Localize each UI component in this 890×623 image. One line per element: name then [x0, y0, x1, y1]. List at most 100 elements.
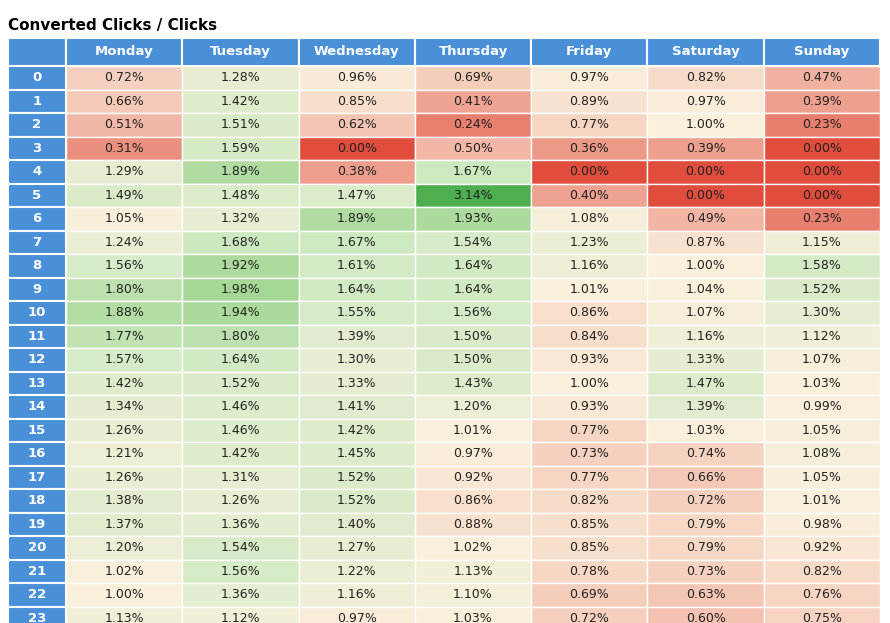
Text: 0.72%: 0.72% [570, 612, 610, 623]
Text: 0.82%: 0.82% [685, 71, 725, 84]
Text: 0.72%: 0.72% [104, 71, 144, 84]
FancyBboxPatch shape [182, 277, 298, 301]
Text: 0.72%: 0.72% [685, 494, 725, 507]
FancyBboxPatch shape [647, 160, 764, 184]
Text: 1.22%: 1.22% [337, 565, 376, 578]
FancyBboxPatch shape [66, 301, 182, 325]
Text: 1.30%: 1.30% [802, 307, 842, 319]
FancyBboxPatch shape [647, 348, 764, 371]
Text: 0.39%: 0.39% [685, 142, 725, 155]
Text: 0.88%: 0.88% [453, 518, 493, 531]
Text: 0.51%: 0.51% [104, 118, 144, 131]
Text: 0.24%: 0.24% [453, 118, 493, 131]
FancyBboxPatch shape [647, 489, 764, 513]
Text: 1.89%: 1.89% [336, 212, 376, 226]
Text: 1.03%: 1.03% [453, 612, 493, 623]
Text: 1.16%: 1.16% [337, 588, 376, 601]
Text: 1.50%: 1.50% [453, 330, 493, 343]
Text: 1.39%: 1.39% [686, 400, 725, 413]
FancyBboxPatch shape [182, 160, 298, 184]
Text: 1.52%: 1.52% [802, 283, 842, 296]
Text: 1.52%: 1.52% [336, 471, 376, 483]
FancyBboxPatch shape [531, 395, 647, 419]
Text: 1.94%: 1.94% [221, 307, 260, 319]
FancyBboxPatch shape [415, 207, 531, 231]
FancyBboxPatch shape [764, 277, 880, 301]
FancyBboxPatch shape [415, 66, 531, 90]
FancyBboxPatch shape [8, 38, 66, 66]
Text: 7: 7 [32, 235, 42, 249]
Text: 0.98%: 0.98% [802, 518, 842, 531]
Text: 0.38%: 0.38% [336, 165, 376, 178]
FancyBboxPatch shape [647, 231, 764, 254]
Text: 6: 6 [32, 212, 42, 226]
FancyBboxPatch shape [298, 442, 415, 465]
Text: 1.48%: 1.48% [221, 189, 260, 202]
Text: 1.56%: 1.56% [453, 307, 493, 319]
Text: 0.60%: 0.60% [685, 612, 725, 623]
Text: 0.84%: 0.84% [570, 330, 610, 343]
FancyBboxPatch shape [182, 559, 298, 583]
Text: 0.66%: 0.66% [685, 471, 725, 483]
Text: 1.15%: 1.15% [802, 235, 842, 249]
Text: 0.23%: 0.23% [802, 118, 842, 131]
Text: 0.97%: 0.97% [453, 447, 493, 460]
FancyBboxPatch shape [66, 207, 182, 231]
FancyBboxPatch shape [8, 607, 66, 623]
Text: 0.00%: 0.00% [685, 189, 725, 202]
FancyBboxPatch shape [66, 559, 182, 583]
FancyBboxPatch shape [764, 113, 880, 136]
FancyBboxPatch shape [8, 207, 66, 231]
Text: 0.97%: 0.97% [336, 612, 376, 623]
FancyBboxPatch shape [531, 136, 647, 160]
Text: 0.66%: 0.66% [104, 95, 144, 108]
FancyBboxPatch shape [764, 254, 880, 277]
Text: 1.20%: 1.20% [453, 400, 493, 413]
Text: 1.24%: 1.24% [104, 235, 144, 249]
Text: 0.73%: 0.73% [685, 565, 725, 578]
Text: 0.85%: 0.85% [570, 541, 610, 554]
FancyBboxPatch shape [66, 277, 182, 301]
Text: 1.37%: 1.37% [104, 518, 144, 531]
Text: 0.00%: 0.00% [336, 142, 376, 155]
FancyBboxPatch shape [182, 184, 298, 207]
Text: 1.55%: 1.55% [336, 307, 376, 319]
Text: Monday: Monday [95, 45, 153, 59]
FancyBboxPatch shape [182, 419, 298, 442]
Text: 0.41%: 0.41% [453, 95, 493, 108]
Text: 1.07%: 1.07% [802, 353, 842, 366]
Text: 0.69%: 0.69% [570, 588, 609, 601]
Text: 1.00%: 1.00% [570, 377, 610, 390]
FancyBboxPatch shape [182, 66, 298, 90]
FancyBboxPatch shape [415, 442, 531, 465]
FancyBboxPatch shape [298, 583, 415, 607]
FancyBboxPatch shape [66, 465, 182, 489]
Text: 1.13%: 1.13% [104, 612, 144, 623]
FancyBboxPatch shape [66, 254, 182, 277]
Text: 1.12%: 1.12% [221, 612, 260, 623]
Text: 1.20%: 1.20% [104, 541, 144, 554]
FancyBboxPatch shape [182, 231, 298, 254]
Text: 0.77%: 0.77% [570, 118, 610, 131]
Text: 1.92%: 1.92% [221, 259, 260, 272]
FancyBboxPatch shape [8, 254, 66, 277]
FancyBboxPatch shape [415, 348, 531, 371]
FancyBboxPatch shape [8, 113, 66, 136]
FancyBboxPatch shape [298, 371, 415, 395]
FancyBboxPatch shape [8, 395, 66, 419]
FancyBboxPatch shape [298, 184, 415, 207]
FancyBboxPatch shape [66, 325, 182, 348]
Text: 1.93%: 1.93% [453, 212, 493, 226]
FancyBboxPatch shape [8, 419, 66, 442]
Text: 0.93%: 0.93% [570, 400, 609, 413]
FancyBboxPatch shape [647, 301, 764, 325]
FancyBboxPatch shape [647, 184, 764, 207]
FancyBboxPatch shape [415, 325, 531, 348]
FancyBboxPatch shape [8, 583, 66, 607]
Text: 1.98%: 1.98% [221, 283, 260, 296]
Text: 1.51%: 1.51% [221, 118, 260, 131]
FancyBboxPatch shape [764, 607, 880, 623]
Text: 0.77%: 0.77% [570, 424, 610, 437]
FancyBboxPatch shape [182, 38, 298, 66]
FancyBboxPatch shape [298, 489, 415, 513]
